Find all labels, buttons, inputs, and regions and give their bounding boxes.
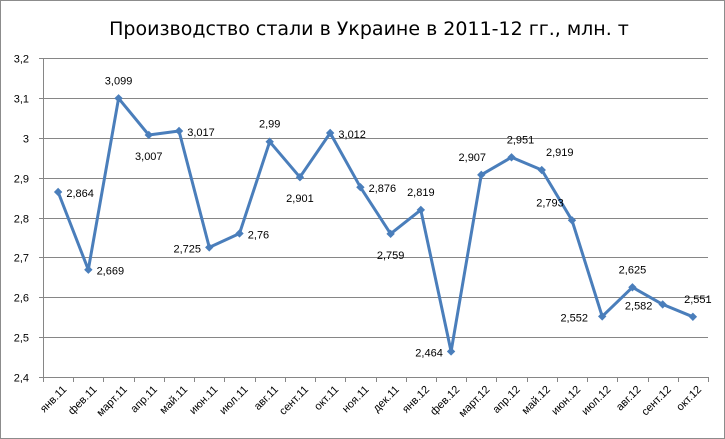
x-tick-label: май.11 — [157, 384, 190, 417]
data-label: 2,759 — [377, 250, 405, 262]
y-tick-label: 3 — [23, 134, 29, 146]
data-label: 2,76 — [248, 229, 269, 241]
data-label: 3,007 — [135, 151, 163, 163]
data-label: 3,017 — [187, 127, 215, 139]
data-point-marker — [356, 182, 365, 192]
data-point-marker — [628, 283, 637, 292]
data-label: 2,582 — [625, 300, 653, 312]
x-tick-label: фев.11 — [66, 384, 100, 418]
series-line — [56, 96, 694, 353]
data-label: 2,951 — [507, 134, 535, 146]
data-label: 2,901 — [286, 193, 314, 205]
data-labels: 2,864 2,669 3,099 3,007 3,017 2,725 2,76 2,99 2,… — [66, 75, 711, 359]
data-point-marker — [114, 94, 123, 103]
data-point-marker — [567, 216, 577, 225]
data-point-marker — [537, 165, 546, 175]
x-tick-label: март.11 — [95, 384, 130, 419]
y-tick-label: 2,6 — [14, 293, 29, 305]
y-axis-tick-labels: 2,4 2,5 2,6 2,7 2,8 2,9 3 3,1 3,2 — [14, 54, 29, 385]
x-tick-label: янв.11 — [38, 384, 69, 415]
x-tick-label: окт.12 — [674, 384, 704, 414]
y-tick-label: 2,7 — [14, 253, 29, 265]
y-tick-label: 2,9 — [14, 174, 29, 186]
data-point-marker — [658, 300, 667, 309]
x-tick-label: апр.12 — [491, 384, 523, 416]
x-tick-label: июн.12 — [549, 384, 583, 418]
x-tick-label: июл.12 — [580, 384, 614, 418]
x-tick-label: окт.11 — [312, 384, 341, 413]
data-label: 2,551 — [684, 294, 712, 306]
data-point-marker — [265, 137, 274, 146]
data-label: 2,669 — [97, 266, 125, 278]
x-tick-label: янв.12 — [400, 384, 432, 416]
data-label: 2,725 — [173, 243, 201, 255]
data-point-marker — [386, 229, 395, 239]
x-tick-label: апр.11 — [128, 384, 160, 416]
y-tick-label: 2,5 — [14, 333, 29, 345]
data-point-marker — [688, 312, 698, 321]
x-tick-label: сент.12 — [639, 384, 674, 419]
data-point-marker — [174, 126, 184, 136]
data-label: 2,864 — [66, 188, 94, 200]
x-tick-label: ноя.11 — [340, 384, 372, 416]
data-label: 2,907 — [459, 152, 487, 164]
data-label: 2,793 — [536, 197, 564, 209]
data-point-marker — [53, 187, 63, 197]
data-point-marker — [325, 128, 335, 138]
x-tick-label: май.12 — [520, 384, 553, 417]
gridlines — [39, 58, 708, 378]
x-tick-label: дек.11 — [371, 384, 402, 415]
x-tick-label: авг.11 — [252, 384, 281, 413]
data-point-marker — [598, 312, 607, 321]
x-tick-label: июн.11 — [187, 384, 220, 417]
data-label: 2,876 — [369, 183, 397, 195]
data-point-marker — [477, 170, 486, 180]
data-label: 2,819 — [407, 187, 435, 199]
data-label: 2,625 — [619, 264, 647, 276]
series-line-path — [56, 96, 694, 353]
data-point-marker — [235, 229, 244, 238]
x-tick-label: март.12 — [457, 384, 493, 420]
data-label: 2,99 — [259, 119, 280, 131]
data-point-marker — [205, 243, 214, 252]
y-tick-label: 3,2 — [14, 54, 29, 66]
data-point-marker — [507, 153, 516, 162]
data-label: 2,552 — [560, 312, 588, 324]
y-tick-label: 2,4 — [14, 373, 29, 385]
data-point-marker — [144, 130, 153, 140]
data-point-marker — [416, 205, 426, 215]
x-axis-tick-labels: янв.11фев.11март.11апр.11май.11июн.11июл… — [38, 384, 704, 420]
axes — [43, 58, 709, 382]
chart-title: Производство стали в Украине в 2011-12 г… — [109, 18, 629, 40]
data-point-marker — [295, 173, 305, 182]
x-tick-label: сент.11 — [277, 384, 311, 418]
data-label: 2,464 — [415, 347, 443, 359]
x-tick-label: июл.11 — [217, 384, 250, 417]
data-label: 3,099 — [105, 75, 133, 87]
data-point-marker — [84, 265, 93, 274]
y-tick-label: 3,1 — [14, 94, 29, 106]
data-label: 3,012 — [338, 129, 366, 141]
data-points — [53, 94, 698, 356]
y-tick-label: 2,8 — [14, 214, 29, 226]
data-point-marker — [446, 347, 456, 356]
data-label: 2,919 — [546, 147, 574, 159]
